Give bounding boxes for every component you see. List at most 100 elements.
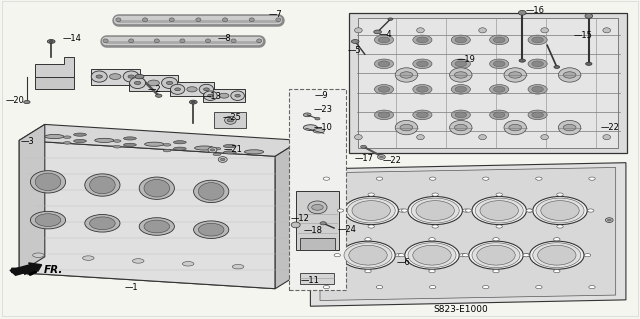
Ellipse shape: [493, 238, 499, 241]
Ellipse shape: [400, 72, 413, 78]
Ellipse shape: [129, 39, 134, 43]
Ellipse shape: [199, 84, 214, 94]
Ellipse shape: [103, 39, 108, 43]
Ellipse shape: [490, 35, 509, 45]
Ellipse shape: [451, 110, 470, 120]
Ellipse shape: [493, 270, 499, 273]
Ellipse shape: [408, 243, 456, 268]
Ellipse shape: [412, 198, 460, 223]
Ellipse shape: [113, 145, 121, 148]
Ellipse shape: [605, 218, 613, 223]
Ellipse shape: [468, 241, 524, 269]
Ellipse shape: [554, 66, 559, 68]
Ellipse shape: [589, 286, 595, 289]
Text: —5: —5: [348, 46, 361, 55]
Ellipse shape: [148, 80, 159, 86]
Ellipse shape: [557, 225, 563, 228]
Ellipse shape: [526, 209, 532, 212]
Text: —19: —19: [457, 56, 476, 64]
Text: —24: —24: [338, 225, 356, 234]
Text: —3: —3: [20, 137, 34, 146]
Ellipse shape: [417, 135, 424, 140]
Ellipse shape: [401, 209, 408, 212]
Ellipse shape: [231, 91, 244, 100]
Text: —12: —12: [291, 214, 309, 223]
Ellipse shape: [223, 151, 236, 154]
Ellipse shape: [518, 11, 526, 15]
Ellipse shape: [378, 61, 390, 67]
Ellipse shape: [378, 155, 385, 160]
Polygon shape: [19, 124, 45, 273]
Ellipse shape: [124, 143, 136, 146]
Ellipse shape: [213, 147, 221, 150]
Polygon shape: [320, 167, 616, 300]
Ellipse shape: [396, 254, 402, 257]
Ellipse shape: [496, 225, 502, 228]
Ellipse shape: [35, 214, 61, 226]
Text: —20: —20: [5, 96, 24, 105]
Ellipse shape: [408, 197, 463, 225]
Ellipse shape: [472, 197, 527, 225]
Ellipse shape: [538, 245, 576, 265]
Ellipse shape: [413, 245, 451, 265]
Ellipse shape: [603, 135, 611, 140]
Ellipse shape: [303, 113, 311, 117]
Ellipse shape: [355, 28, 362, 33]
Ellipse shape: [589, 177, 595, 180]
Ellipse shape: [231, 39, 236, 43]
Polygon shape: [19, 273, 275, 289]
Ellipse shape: [198, 182, 224, 200]
Ellipse shape: [143, 18, 148, 22]
Ellipse shape: [465, 209, 472, 212]
Text: —25: —25: [223, 113, 241, 122]
Ellipse shape: [351, 40, 359, 43]
Ellipse shape: [83, 256, 94, 260]
Ellipse shape: [308, 201, 327, 214]
Ellipse shape: [182, 262, 194, 266]
Ellipse shape: [47, 40, 55, 43]
Ellipse shape: [483, 286, 489, 289]
Ellipse shape: [232, 264, 244, 269]
Ellipse shape: [455, 112, 467, 118]
Ellipse shape: [493, 61, 505, 67]
Ellipse shape: [378, 86, 390, 92]
Ellipse shape: [413, 110, 432, 120]
Text: —2: —2: [147, 85, 161, 94]
Polygon shape: [296, 191, 339, 250]
Ellipse shape: [504, 68, 527, 82]
Ellipse shape: [191, 101, 195, 103]
Ellipse shape: [493, 112, 505, 118]
Ellipse shape: [95, 138, 114, 142]
Text: S823-E1000: S823-E1000: [433, 305, 488, 314]
Text: —15: —15: [573, 31, 592, 40]
Ellipse shape: [558, 68, 581, 82]
Ellipse shape: [451, 59, 470, 69]
Ellipse shape: [490, 59, 509, 69]
Ellipse shape: [398, 254, 404, 257]
Text: —9: —9: [315, 91, 328, 100]
Ellipse shape: [355, 135, 362, 140]
Ellipse shape: [417, 37, 428, 43]
Text: —23: —23: [314, 105, 333, 114]
Ellipse shape: [528, 85, 547, 94]
Ellipse shape: [116, 18, 121, 22]
Ellipse shape: [257, 39, 262, 43]
Ellipse shape: [365, 270, 371, 273]
Ellipse shape: [532, 37, 543, 43]
Ellipse shape: [374, 35, 394, 45]
Ellipse shape: [173, 147, 186, 150]
Ellipse shape: [558, 120, 581, 135]
Text: —14: —14: [63, 34, 81, 43]
Ellipse shape: [432, 225, 438, 228]
Ellipse shape: [536, 286, 542, 289]
Ellipse shape: [455, 86, 467, 92]
Ellipse shape: [454, 124, 467, 131]
Ellipse shape: [361, 145, 366, 148]
Ellipse shape: [220, 159, 225, 161]
Ellipse shape: [405, 241, 460, 269]
Ellipse shape: [340, 241, 396, 269]
Polygon shape: [129, 75, 178, 91]
Ellipse shape: [417, 86, 428, 92]
Ellipse shape: [169, 18, 174, 22]
Ellipse shape: [208, 147, 217, 153]
